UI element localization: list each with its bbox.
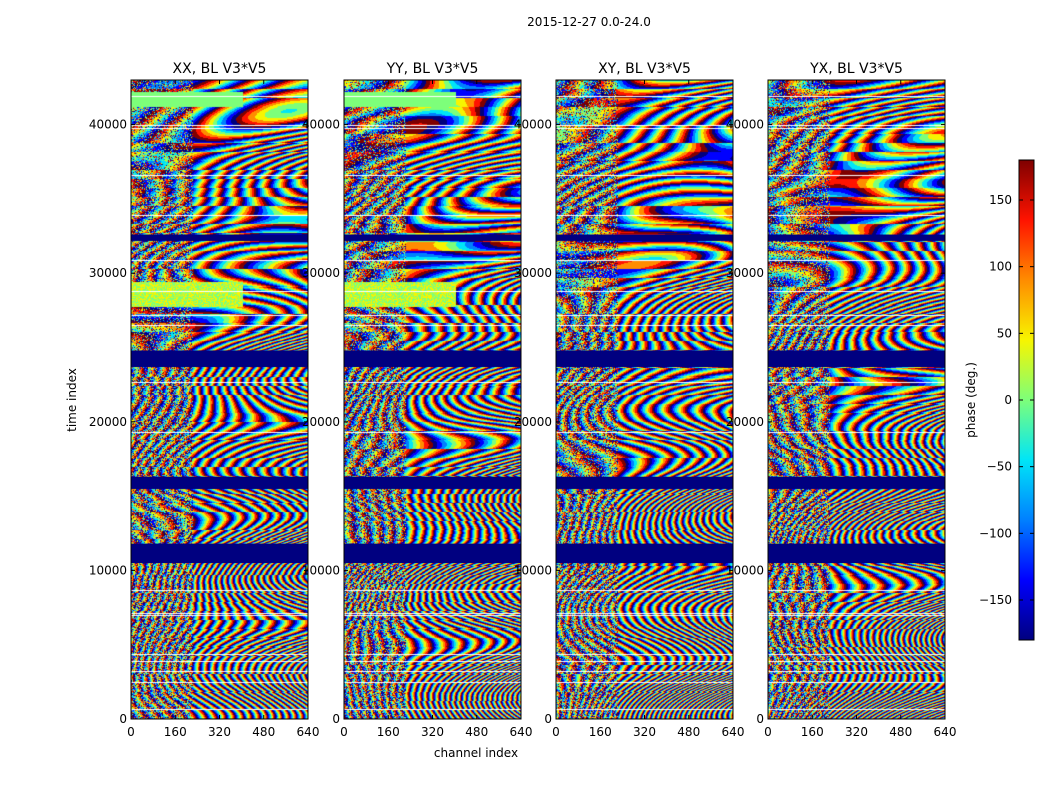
colorbar-label: phase (deg.)	[964, 362, 978, 438]
panel-title: XX, BL V3*V5	[173, 61, 267, 77]
x-tick-label: 480	[677, 725, 700, 739]
phase-image	[768, 80, 945, 719]
flagged-block	[131, 350, 308, 367]
y-tick-label: 20000	[726, 415, 764, 429]
x-tick-label: 0	[127, 725, 135, 739]
y-axis-label: time index	[65, 368, 79, 432]
flagged-block	[344, 543, 521, 563]
x-tick-label: 320	[208, 725, 231, 739]
flagged-block	[344, 234, 521, 241]
panel-title: YX, BL V3*V5	[809, 61, 903, 77]
panel-3: XY, BL V3*V5 0 160 320 480 640 0 10000 20000 3000…	[514, 61, 745, 739]
flagged-block	[768, 543, 945, 563]
flagged-block	[131, 234, 308, 241]
panel-4: YX, BL V3*V5 0 160 320 480 640 0 10000 20000 3000…	[726, 61, 957, 739]
flagged-block	[131, 476, 308, 489]
colorbar-tick-label: 0	[1004, 393, 1012, 407]
x-tick-label: 320	[421, 725, 444, 739]
phase-image	[344, 80, 521, 719]
flagged-block	[556, 476, 733, 489]
figure-title: 2015-12-27 0.0-24.0	[527, 15, 651, 29]
y-tick-label: 30000	[89, 266, 127, 280]
colorbar-tick-label: 100	[989, 260, 1012, 274]
colorbar-tick-label: 50	[997, 326, 1012, 340]
colorbar-tick-label: −100	[979, 526, 1012, 540]
flagged-block	[768, 234, 945, 241]
panel-2: YY, BL V3*V5 0 160 320 480 640 0 10000 20000 3000…	[302, 61, 533, 739]
panel-1: XX, BL V3*V5 0 160 320 480 640 0 10000 20000 3000…	[89, 61, 320, 739]
flagged-block	[556, 350, 733, 367]
y-tick-label: 10000	[726, 563, 764, 577]
x-tick-label: 160	[164, 725, 187, 739]
y-tick-label: 40000	[726, 118, 764, 132]
x-tick-label: 640	[510, 725, 533, 739]
flagged-block	[131, 543, 308, 563]
x-tick-label: 320	[845, 725, 868, 739]
x-tick-label: 0	[340, 725, 348, 739]
flagged-block	[344, 350, 521, 367]
x-tick-label: 480	[889, 725, 912, 739]
x-tick-label: 160	[589, 725, 612, 739]
phase-image	[131, 80, 308, 719]
x-tick-label: 160	[377, 725, 400, 739]
panel-title: XY, BL V3*V5	[598, 61, 691, 77]
flagged-block	[556, 543, 733, 563]
flagged-block	[768, 476, 945, 489]
y-tick-label: 20000	[514, 415, 552, 429]
y-tick-label: 10000	[514, 563, 552, 577]
x-tick-label: 320	[633, 725, 656, 739]
x-tick-label: 640	[722, 725, 745, 739]
y-tick-label: 20000	[302, 415, 340, 429]
x-tick-label: 480	[465, 725, 488, 739]
flagged-block	[768, 350, 945, 367]
heatmap-panels: XX, BL V3*V5 0 160 320 480 640 0 10000 20000 3000…	[89, 61, 957, 739]
y-tick-label: 0	[119, 712, 127, 726]
y-tick-label: 40000	[89, 118, 127, 132]
phase-image	[556, 80, 733, 719]
y-tick-label: 30000	[514, 266, 552, 280]
panel-title: YY, BL V3*V5	[386, 61, 479, 77]
flagged-block	[556, 234, 733, 241]
y-tick-label: 10000	[302, 563, 340, 577]
flagged-block	[344, 476, 521, 489]
y-tick-label: 40000	[514, 118, 552, 132]
x-tick-label: 0	[764, 725, 772, 739]
y-tick-label: 30000	[726, 266, 764, 280]
x-tick-label: 640	[934, 725, 957, 739]
y-tick-label: 10000	[89, 563, 127, 577]
colorbar-tick-label: −150	[979, 593, 1012, 607]
y-tick-label: 0	[544, 712, 552, 726]
x-tick-label: 160	[801, 725, 824, 739]
colorbar-tick-label: −50	[987, 460, 1012, 474]
y-tick-label: 0	[756, 712, 764, 726]
colorbar: −150 −100 −50 0 50 100 150	[979, 159, 1035, 641]
y-tick-label: 20000	[89, 415, 127, 429]
y-tick-label: 30000	[302, 266, 340, 280]
x-tick-label: 0	[552, 725, 560, 739]
y-tick-label: 40000	[302, 118, 340, 132]
x-axis-label: channel index	[434, 746, 518, 760]
y-tick-label: 0	[332, 712, 340, 726]
x-tick-label: 640	[297, 725, 320, 739]
x-tick-label: 480	[252, 725, 275, 739]
colorbar-tick-label: 150	[989, 193, 1012, 207]
